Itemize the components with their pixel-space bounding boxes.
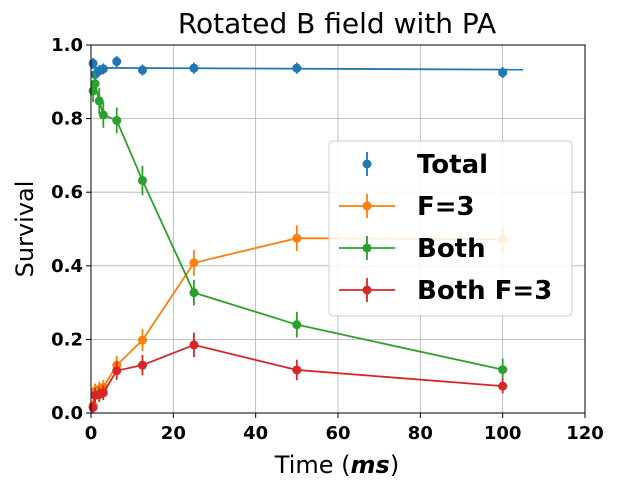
y-tick-label: 0.0 [51,403,83,424]
legend-item-f-3: F=3 [339,192,475,222]
data-point [292,63,302,73]
data-point [137,360,147,370]
legend-label: Total [417,150,488,180]
series-total [88,56,524,80]
x-tick-label: 20 [161,423,186,444]
data-point [88,402,98,412]
data-point [137,175,147,185]
x-tick-label: 0 [85,423,98,444]
legend-box [328,140,573,317]
data-point [189,258,199,268]
y-tick-label: 0.8 [51,109,83,130]
x-tick-label: 100 [484,423,522,444]
legend-marker [362,285,372,295]
legend-item-both-f-3: Both F=3 [339,276,552,306]
data-point [98,64,108,74]
data-point [189,63,199,73]
series-both [88,72,508,381]
legend-item-total: Total [362,150,488,180]
legend: Total F=3 Both Both F=3 [328,140,573,317]
legend-label: F=3 [417,192,475,222]
x-tick-label: 40 [243,423,268,444]
chart-title: Rotated B field with PA [178,7,496,40]
y-tick-label: 0.6 [51,182,83,203]
y-tick-label: 0.2 [51,329,83,350]
data-point [88,58,98,68]
x-tick-label: 60 [325,423,350,444]
data-point [98,388,108,398]
data-point [112,115,122,125]
data-point [90,79,100,89]
legend-marker [362,243,372,253]
data-point [137,335,147,345]
axis-ticks: 0 20 40 60 80 100 120 0.0 0.2 0.4 0.6 0.8 1.0 [51,35,604,444]
x-axis-label-unit: ms [351,451,390,479]
series-line-both-f-3 [92,343,503,408]
legend-marker [362,201,372,211]
data-point [292,320,302,330]
x-axis-label: Time (ms) [274,451,399,479]
x-tick-label: 80 [408,423,433,444]
data-point [189,340,199,350]
data-point [137,65,147,75]
data-point [498,68,508,78]
y-tick-label: 0.4 [51,256,83,277]
data-point [292,233,302,243]
data-point [292,365,302,375]
fit-line-total [90,66,524,71]
legend-label: Both [417,234,486,264]
data-point [498,365,508,375]
x-axis-label-suffix: ) [390,451,399,479]
data-point [112,57,122,67]
plot-area [88,56,524,413]
data-point [98,110,108,120]
data-point [112,366,122,376]
series-both-f-3 [88,332,508,413]
data-point [498,381,508,391]
legend-marker [362,159,372,169]
y-tick-label: 1.0 [51,35,83,56]
y-axis-label: Survival [11,181,39,278]
legend-label: Both F=3 [417,276,552,306]
x-tick-label: 120 [566,423,604,444]
data-point [94,96,104,106]
x-axis-label-prefix: Time ( [274,451,351,479]
legend-item-both: Both [339,234,486,264]
data-point [189,288,199,298]
